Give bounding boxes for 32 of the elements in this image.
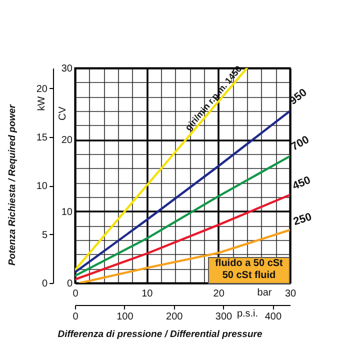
y2-tick-label: 10 bbox=[36, 181, 48, 192]
annotation: fluido a 50 cSt bbox=[214, 258, 284, 270]
x2-tick-label: 200 bbox=[166, 312, 184, 322]
y-tick-label: 0 bbox=[66, 278, 73, 290]
x-axis-title: bar bbox=[257, 288, 272, 298]
x2-tick-label: 400 bbox=[264, 312, 282, 322]
x2-tick-label: 300 bbox=[215, 312, 233, 322]
y2-tick-label: 20 bbox=[36, 84, 48, 95]
y-tick-label: 20 bbox=[61, 135, 73, 146]
text: Differenza di pressione / Differential pressure bbox=[58, 329, 263, 340]
text: 700 bbox=[289, 134, 312, 154]
y2-tick-label: 0 bbox=[42, 278, 48, 290]
note-box: fluido a 50 cSt 50 cSt fluid bbox=[208, 257, 290, 284]
x-tick-label: 20 bbox=[213, 288, 225, 300]
y-tick-label: 30 bbox=[61, 64, 73, 74]
line-series bbox=[75, 155, 290, 277]
x-tick-label: 30 bbox=[284, 288, 296, 300]
y2-tick-label: 5 bbox=[42, 230, 48, 241]
line-series bbox=[75, 194, 290, 281]
x-tick-label: 10 bbox=[142, 288, 154, 300]
y-axis-title: CV bbox=[58, 106, 68, 120]
x2-axis-title: p.s.i. bbox=[236, 308, 258, 320]
text: 250 bbox=[292, 211, 314, 228]
text: 950 bbox=[287, 86, 310, 108]
annotation: 50 cSt fluid bbox=[221, 270, 277, 282]
x2-tick-label: 100 bbox=[116, 312, 134, 322]
y-tick-label: 10 bbox=[61, 206, 73, 218]
text: 450 bbox=[290, 174, 312, 193]
y2-tick-label: 15 bbox=[36, 132, 48, 144]
y2-axis-title: kW bbox=[36, 96, 48, 111]
text: Potenza Richiesta / Required power bbox=[7, 103, 18, 266]
line-series bbox=[78, 228, 290, 283]
